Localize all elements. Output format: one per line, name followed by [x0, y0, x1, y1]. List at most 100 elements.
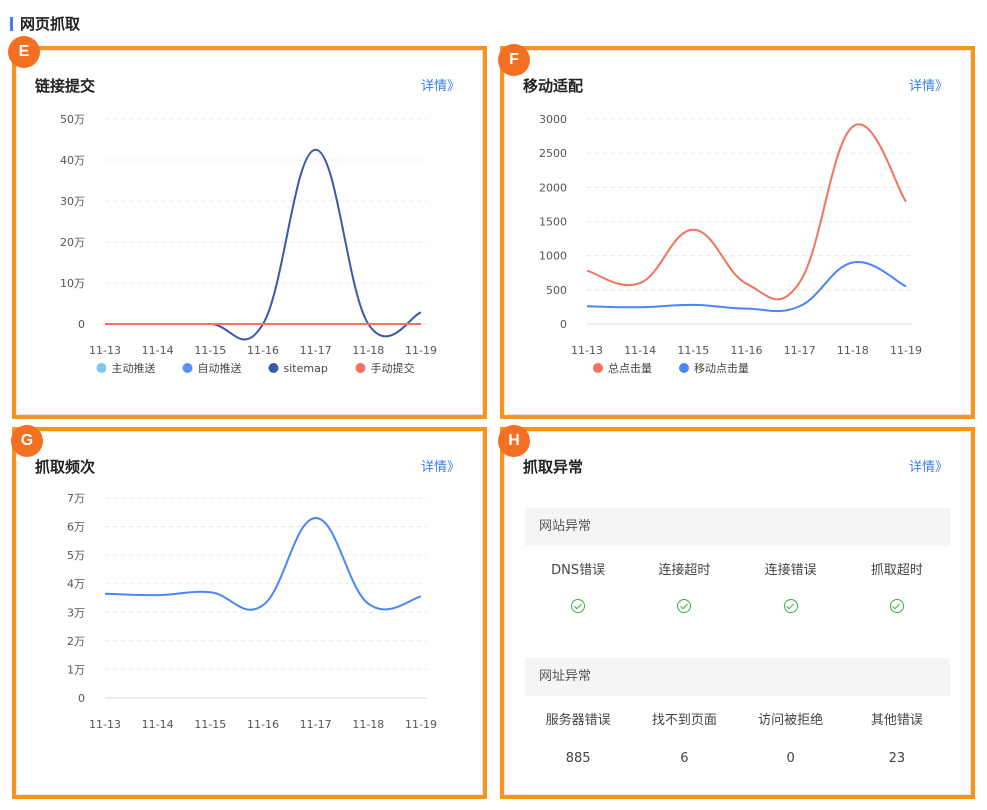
- x-tick-label: 11-19: [405, 344, 437, 357]
- badge-g: G: [11, 425, 43, 457]
- legend-label: 自动推送: [198, 361, 242, 375]
- y-tick-label: 0: [560, 318, 567, 331]
- details-link[interactable]: 详情》: [908, 460, 948, 475]
- legend-marker: [593, 363, 603, 373]
- card-inner: 链接提交 详情》 0 10万 20万 30万 40万 50万 11-13 11-14 11-15…: [16, 50, 483, 415]
- x-tick-label: 11-14: [142, 344, 174, 357]
- x-tick-label: 11-17: [300, 718, 332, 731]
- y-tick-label: 1万: [67, 663, 85, 676]
- site-errors-labels: DNS错误 连接超时 连接错误 抓取超时: [525, 548, 950, 588]
- check-circle-icon: [677, 599, 692, 613]
- site-errors-status: [525, 588, 950, 628]
- legend-marker: [268, 363, 279, 373]
- url-error-count[interactable]: 0: [786, 750, 795, 766]
- legend-label: sitemap: [284, 362, 328, 375]
- status-cell: [631, 599, 737, 617]
- card-inner: 移动适配 详情》 0 500 1000 1500 2000 2500 3000 11-13 11…: [504, 50, 971, 415]
- legend-label: 主动推送: [112, 361, 156, 375]
- url-error-count[interactable]: 6: [680, 750, 689, 766]
- x-tick-label: 11-15: [194, 344, 226, 357]
- y-tick-label: 500: [546, 284, 567, 297]
- details-link[interactable]: 详情》: [908, 79, 948, 94]
- y-tick-label: 1000: [539, 250, 567, 263]
- y-tick-label: 30万: [60, 195, 85, 208]
- card-title: 抓取频次: [35, 458, 96, 476]
- x-tick-label: 11-14: [624, 344, 656, 357]
- x-tick-label: 11-19: [405, 718, 437, 731]
- details-link[interactable]: 详情》: [420, 460, 460, 475]
- y-tick-label: 2万: [67, 635, 85, 648]
- site-errors-table: 网站异常 DNS错误 连接超时 连接错误 抓取超时: [525, 508, 950, 628]
- section-title-accent: [10, 17, 13, 31]
- url-errors-values: 885 6 0 23: [525, 738, 950, 778]
- status-cell: [525, 599, 631, 617]
- legend-label: 移动点击量: [694, 362, 749, 375]
- x-tick-label: 11-13: [571, 344, 603, 357]
- card-crawl-errors: 抓取异常 详情》 网站异常 DNS错误 连接超时 连接错误 抓取超时 网址异常 …: [500, 427, 975, 799]
- y-tick-label: 4万: [67, 578, 85, 591]
- y-tick-label: 0: [78, 318, 85, 331]
- site-errors-header: 网站异常: [525, 508, 950, 546]
- x-tick-label: 11-14: [142, 718, 174, 731]
- legend-marker: [355, 363, 366, 373]
- chart-crawl-frequency: 0 1万 2万 3万 4万 5万 6万 7万 11-13 11-14 11-15 11-16 11-17…: [67, 492, 437, 731]
- badge-f: F: [498, 44, 530, 76]
- status-cell: [844, 599, 950, 617]
- site-error-label: 连接超时: [658, 562, 711, 578]
- details-link[interactable]: 详情》: [420, 79, 460, 94]
- x-tick-label: 11-13: [89, 344, 121, 357]
- y-tick-label: 0: [78, 692, 85, 705]
- y-tick-label: 6万: [67, 521, 85, 534]
- series-line-移动点击量: [586, 261, 907, 313]
- check-circle-icon: [889, 599, 904, 613]
- badge-h: H: [498, 425, 530, 457]
- y-tick-label: 50万: [60, 113, 85, 126]
- card-title: 链接提交: [35, 77, 96, 95]
- card-inner: 抓取频次 详情》 0 1万 2万 3万 4万 5万 6万 7万 11-13 11-14 11-15 1…: [16, 431, 483, 795]
- series-line-sitemap: [105, 148, 422, 341]
- y-tick-label: 2000: [539, 181, 567, 194]
- url-error-label: 找不到页面: [651, 712, 717, 728]
- x-tick-label: 11-17: [784, 344, 816, 357]
- x-tick-label: 11-17: [300, 344, 332, 357]
- card-inner: 抓取异常 详情》 网站异常 DNS错误 连接超时 连接错误 抓取超时 网址异常 …: [504, 431, 971, 795]
- x-tick-label: 11-19: [890, 344, 922, 357]
- check-circle-icon: [571, 599, 586, 613]
- section-title-text: 网页抓取: [20, 15, 81, 33]
- x-tick-label: 11-15: [677, 344, 709, 357]
- badge-e: E: [8, 36, 40, 68]
- x-tick-label: 11-18: [837, 344, 869, 357]
- card-link-submission: 链接提交 详情》 0 10万 20万 30万 40万 50万 11-13 11-14 11-15…: [12, 46, 487, 419]
- y-tick-label: 5万: [67, 549, 85, 562]
- url-errors-labels: 服务器错误 找不到页面 访问被拒绝 其他错误: [525, 698, 950, 738]
- series-line-series: [104, 516, 422, 611]
- check-circle-icon: [783, 599, 798, 613]
- url-errors-table: 网址异常 服务器错误 找不到页面 访问被拒绝 其他错误 885 6 0 23: [525, 658, 950, 778]
- url-error-count[interactable]: 23: [888, 750, 906, 766]
- card-crawl-frequency: 抓取频次 详情》 0 1万 2万 3万 4万 5万 6万 7万 11-13 11-14 11-15 1…: [12, 427, 487, 799]
- legend-marker: [182, 363, 193, 373]
- card-mobile-adaptation: 移动适配 详情》 0 500 1000 1500 2000 2500 3000 11-13 11…: [500, 46, 975, 419]
- y-tick-label: 7万: [67, 492, 85, 505]
- y-tick-label: 40万: [60, 154, 85, 167]
- url-error-label: 服务器错误: [545, 712, 611, 728]
- url-errors-header: 网址异常: [525, 658, 950, 696]
- x-tick-label: 11-16: [247, 344, 279, 357]
- x-tick-label: 11-16: [247, 718, 279, 731]
- x-tick-label: 11-13: [89, 718, 121, 731]
- card-title: 抓取异常: [523, 458, 584, 476]
- card-title: 移动适配: [523, 77, 584, 95]
- legend-marker: [679, 363, 689, 373]
- y-tick-label: 3000: [539, 113, 567, 126]
- x-tick-label: 11-16: [731, 344, 763, 357]
- url-error-label: 其他错误: [870, 712, 923, 728]
- chart-link-submission: 0 10万 20万 30万 40万 50万 11-13 11-14 11-15 11-16 11-1…: [60, 113, 437, 375]
- y-tick-label: 3万: [67, 606, 85, 619]
- y-tick-label: 20万: [60, 236, 85, 249]
- url-error-count[interactable]: 885: [565, 750, 591, 766]
- site-error-label: 连接错误: [764, 562, 817, 578]
- x-tick-label: 11-15: [194, 718, 226, 731]
- y-tick-label: 1500: [539, 216, 567, 229]
- series-line-总点击量: [586, 123, 907, 301]
- section-title: 网页抓取: [10, 14, 80, 34]
